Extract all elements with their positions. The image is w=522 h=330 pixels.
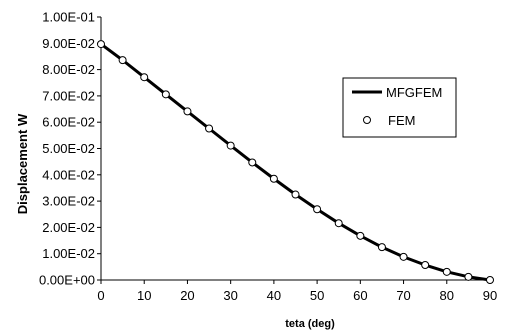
data-point-fem bbox=[226, 141, 235, 150]
y-tick-label: 0.00E+00 bbox=[39, 273, 95, 288]
y-axis-ticks: 0.00E+00 1.00E-02 2.00E-02 3.00E-02 4.00E-02… bbox=[39, 10, 101, 288]
series-layer bbox=[97, 40, 494, 284]
y-axis-title: Displacement W bbox=[15, 113, 30, 214]
x-tick-label: 30 bbox=[223, 288, 237, 303]
x-tick-label: 20 bbox=[180, 288, 194, 303]
legend: MFGFEM FEM bbox=[342, 77, 457, 138]
x-tick-label: 90 bbox=[483, 288, 497, 303]
data-point-fem bbox=[205, 124, 214, 133]
x-axis-title: teta (deg) bbox=[285, 318, 335, 330]
y-tick-label: 5.00E-02 bbox=[42, 141, 95, 156]
data-point-fem bbox=[248, 158, 257, 167]
y-tick-label: 2.00E-02 bbox=[42, 220, 95, 235]
y-tick-label: 3.00E-02 bbox=[42, 194, 95, 209]
data-point-fem bbox=[97, 40, 105, 49]
data-point-fem bbox=[118, 56, 127, 65]
data-point-fem bbox=[377, 243, 386, 252]
data-point-fem bbox=[356, 231, 365, 240]
y-tick-label: 6.00E-02 bbox=[42, 115, 95, 130]
data-point-fem bbox=[442, 267, 451, 276]
data-point-fem bbox=[269, 174, 278, 183]
legend-label-fem: FEM bbox=[388, 113, 415, 128]
data-point-fem bbox=[291, 190, 300, 199]
x-tick-label: 50 bbox=[310, 288, 324, 303]
y-tick-label: 8.00E-02 bbox=[42, 62, 95, 77]
y-tick-label: 1.00E-02 bbox=[42, 246, 95, 261]
data-point-fem bbox=[313, 205, 322, 214]
x-tick-label: 10 bbox=[137, 288, 151, 303]
x-tick-label: 70 bbox=[396, 288, 410, 303]
data-point-fem bbox=[421, 261, 430, 270]
x-tick-label: 80 bbox=[440, 288, 454, 303]
data-point-fem bbox=[399, 252, 408, 261]
data-point-fem bbox=[140, 73, 149, 82]
y-tick-label: 4.00E-02 bbox=[42, 167, 95, 182]
legend-box bbox=[342, 77, 457, 138]
y-tick-label: 1.00E-01 bbox=[42, 10, 95, 25]
x-tick-label: 40 bbox=[267, 288, 281, 303]
x-tick-label: 60 bbox=[353, 288, 367, 303]
data-point-fem bbox=[486, 276, 494, 284]
y-tick-label: 7.00E-02 bbox=[42, 88, 95, 103]
y-tick-label: 9.00E-02 bbox=[42, 36, 95, 51]
data-point-fem bbox=[334, 219, 343, 228]
legend-marker-swatch bbox=[363, 116, 371, 124]
data-point-fem bbox=[464, 272, 473, 281]
data-point-fem bbox=[183, 107, 192, 116]
x-tick-label: 0 bbox=[97, 288, 104, 303]
data-point-fem bbox=[161, 90, 170, 99]
legend-label-mfgfem: MFGFEM bbox=[386, 85, 442, 100]
x-axis-ticks: 0 10 20 30 40 50 60 70 80 90 bbox=[97, 280, 497, 303]
